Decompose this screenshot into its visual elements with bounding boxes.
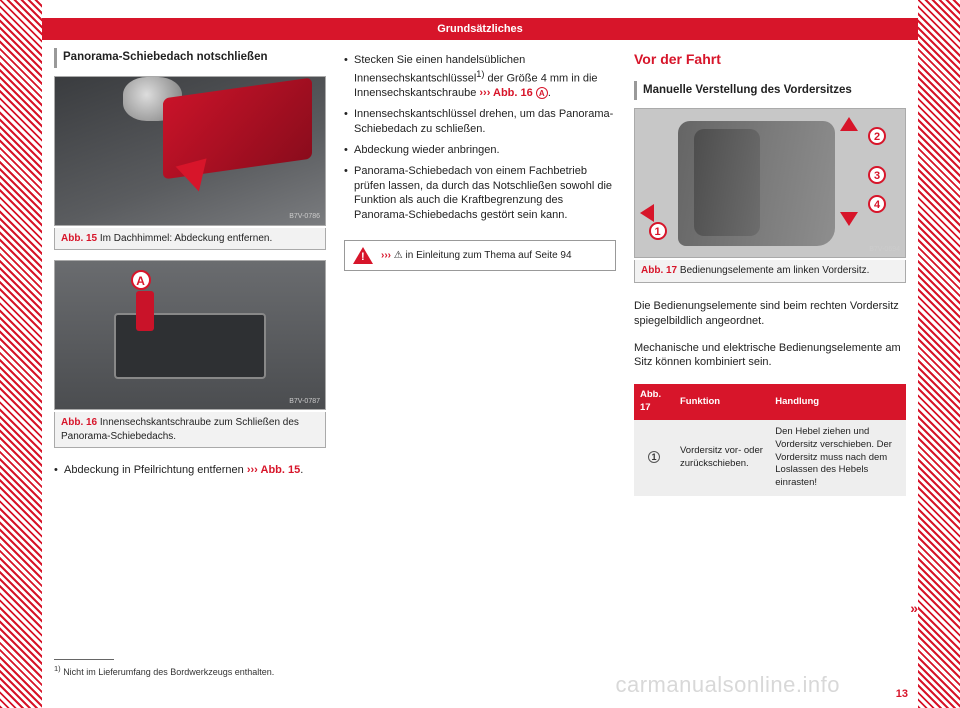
c2b2: Innensechskantschlüssel drehen, um das P… (354, 107, 616, 137)
c2b1ref: ››› Abb. 16 (479, 87, 532, 99)
warning-text: ››› ⚠ in Einleitung zum Thema auf Seite … (381, 249, 572, 263)
warn-pre: ››› (381, 250, 391, 261)
row1-num: 1 (648, 451, 660, 463)
fig17-caption-text: Bedienungselemente am linken Vordersitz. (680, 265, 870, 276)
figure-16-caption: Abb. 16 Innensechskantschraube zum Schli… (54, 412, 326, 448)
col3-para-1: Die Bedienungselemente sind beim rechten… (634, 299, 906, 329)
th-handlung: Handlung (769, 384, 906, 420)
bullet-icon (54, 463, 64, 478)
fig16-marker-a: A (131, 270, 151, 290)
footnote-rule (54, 659, 114, 660)
col1-b1-pre: Abdeckung in Pfeilrichtung entfernen (64, 464, 244, 476)
figure-17: 1 2 3 4 B7V-0694 (634, 108, 906, 258)
col2-bullet-1: Stecken Sie einen handelsüblichen Innens… (344, 53, 616, 101)
col1-bullet-1-text: Abdeckung in Pfeilrichtung entfernen ›››… (64, 463, 303, 478)
col3-para-2: Mechanische und elektrische Bedienungsel… (634, 341, 906, 371)
col2-b1-text: Stecken Sie einen handelsüblichen Innens… (354, 53, 616, 101)
th-abb: Abb. 17 (634, 384, 674, 420)
fig17-arrow-left-icon (640, 204, 654, 222)
figure-15: B7V-0786 (54, 76, 326, 226)
cell-func: Vordersitz vor- oder zurückschieben. (674, 420, 769, 496)
fig16-label: Abb. 16 (61, 417, 97, 428)
cell-act: Den Hebel ziehen und Vordersitz verschie… (769, 420, 906, 496)
col2-bullets: Stecken Sie einen handelsüblichen Innens… (344, 53, 616, 229)
col2-bullet-3: Abdeckung wieder anbringen. (344, 143, 616, 158)
bullet-icon (344, 107, 354, 137)
fig17-marker-3: 3 (868, 166, 886, 184)
table-row: 1 Vordersitz vor- oder zurückschieben. D… (634, 420, 906, 496)
spacer (54, 489, 326, 647)
figure-15-caption: Abb. 15 Im Dachhimmel: Abdeckung entfern… (54, 228, 326, 251)
col1-b1-ref: ››› Abb. 15 (247, 464, 300, 476)
page-header: Grundsätzliches (42, 18, 918, 40)
hatch-right (918, 0, 960, 708)
section-title-sunroof: Panorama-Schiebedach notschließen (54, 48, 326, 68)
fig17-marker-4: 4 (868, 195, 886, 213)
fig15-label: Abb. 15 (61, 233, 97, 244)
col1-bullets: Abdeckung in Pfeilrichtung entfernen ›››… (54, 463, 326, 484)
figure-16: A B7V-0787 (54, 260, 326, 410)
column-2: Stecken Sie einen handelsüblichen Innens… (344, 48, 616, 678)
footnote-marker: 1) (54, 664, 61, 673)
fig17-label: Abb. 17 (641, 265, 677, 276)
fig16-hexkey (136, 291, 154, 331)
fig16-code: B7V-0787 (289, 397, 320, 406)
col2-bullet-4: Panorama-Schiebedach von einem Fachbetri… (344, 164, 616, 223)
figure-17-caption: Abb. 17 Bedienungselemente am linken Vor… (634, 260, 906, 283)
bullet-icon (344, 143, 354, 158)
c2b3: Abdeckung wieder anbringen. (354, 143, 500, 158)
fig17-arrow-down-icon (840, 212, 858, 226)
c2b1circ: A (536, 87, 548, 99)
column-1: Panorama-Schiebedach notschließen B7V-07… (54, 48, 326, 678)
page-number: 13 (896, 688, 908, 700)
warning-triangle-icon (353, 247, 373, 264)
page-content: Panorama-Schiebedach notschließen B7V-07… (54, 48, 906, 678)
fig15-caption-text: Im Dachhimmel: Abdeckung entfernen. (100, 233, 272, 244)
fig17-marker-1: 1 (649, 222, 667, 240)
table-header-row: Abb. 17 Funktion Handlung (634, 384, 906, 420)
continuation-icon: » (910, 599, 918, 618)
fig17-seat (678, 121, 835, 245)
col1-bullet-1: Abdeckung in Pfeilrichtung entfernen ›››… (54, 463, 326, 478)
fig16-caption-text: Innensechskantschraube zum Schließen des… (61, 417, 299, 442)
th-funktion: Funktion (674, 384, 769, 420)
fig17-arrow-up-icon (840, 117, 858, 131)
col2-bullet-2: Innensechskantschlüssel drehen, um das P… (344, 107, 616, 137)
footnote-1: 1) Nicht im Lieferumfang des Bordwerkzeu… (54, 664, 326, 678)
footnote-text: Nicht im Lieferumfang des Bordwerkzeugs … (63, 667, 274, 677)
fig17-marker-2: 2 (868, 127, 886, 145)
column-3: Vor der Fahrt Manuelle Verstellung des V… (634, 48, 906, 678)
warning-box: ››› ⚠ in Einleitung zum Thema auf Seite … (344, 240, 616, 271)
hatch-left (0, 0, 42, 708)
c2b4: Panorama-Schiebedach von einem Fachbetri… (354, 164, 616, 223)
watermark: carmanualsonline.info (615, 672, 840, 698)
fig15-code: B7V-0786 (289, 212, 320, 221)
bullet-icon (344, 164, 354, 223)
section-title-seat: Manuelle Verstellung des Vordersitzes (634, 81, 906, 101)
seat-function-table: Abb. 17 Funktion Handlung 1 Vordersitz v… (634, 384, 906, 496)
heading-vor-der-fahrt: Vor der Fahrt (634, 48, 906, 71)
cell-num: 1 (634, 420, 674, 496)
warn-text-body: in Einleitung zum Thema auf Seite 94 (403, 250, 572, 261)
bullet-icon (344, 53, 354, 101)
fig17-code: B7V-0694 (869, 245, 900, 254)
